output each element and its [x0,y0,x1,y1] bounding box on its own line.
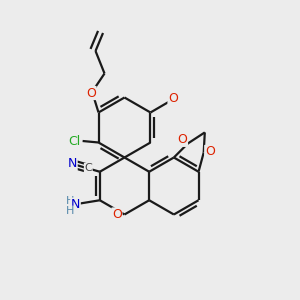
Text: O: O [86,86,96,100]
Text: O: O [112,208,122,221]
Text: H: H [66,196,75,206]
Text: C: C [84,164,92,173]
Text: O: O [178,133,188,146]
Text: O: O [205,146,214,158]
Text: O: O [168,92,178,106]
Text: N: N [71,198,80,211]
Text: H: H [66,206,75,216]
Text: N: N [68,158,77,170]
Text: Cl: Cl [68,134,81,148]
